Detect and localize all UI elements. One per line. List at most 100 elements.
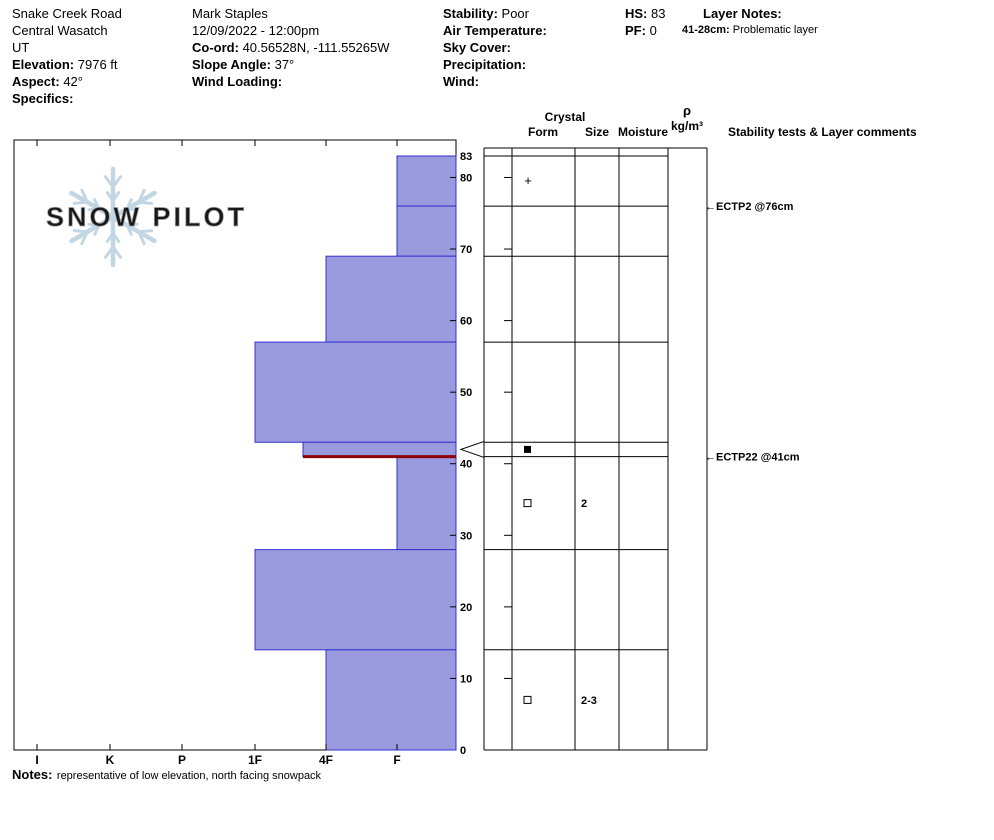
snowflake-icon [125,223,133,236]
totals-block: HS: 83 PF: 0 [625,5,665,39]
aspect-value: 42° [63,74,83,89]
snow-layer-bar-69-57 [325,255,457,343]
snow-layer-bar-83-76 [396,155,457,207]
stability-test-label: ←ECTP22 @41cm [705,452,800,464]
height-axis-label: 60 [460,316,472,328]
aspect-row: Aspect: 42° [12,73,122,90]
snow-layer-bar-28-14 [254,549,457,651]
sky-cover-label: Sky Cover: [443,40,511,55]
stability-value: Poor [501,6,529,21]
pf-label: PF: [625,23,646,38]
grain-form-symbol [523,695,532,704]
layer-notes-title: Layer Notes: [703,6,782,21]
coord-value: 40.56528N, -111.55265W [242,40,390,55]
hardness-axis-label: 4F [319,753,333,767]
coord-row: Co-ord: 40.56528N, -111.55265W [192,39,390,56]
grain-form-symbol [524,445,531,453]
snowflake-icon [137,200,154,205]
height-axis-label: 83 [460,151,472,163]
hs-label: HS: [625,6,648,21]
grain-form-symbol [523,499,532,508]
form-header: Form [528,125,558,139]
wind-row: Wind: [443,73,547,90]
moisture-header: Moisture [618,125,668,139]
stability-label: Stability: [443,6,498,21]
site-region: Central Wasatch [12,23,108,38]
crystal-header: Crystal [545,110,586,124]
hardness-axis-label: 1F [248,753,262,767]
observer-info-block: Mark Staples 12/09/2022 - 12:00pm Co-ord… [192,5,390,90]
slope-angle-value: 37° [274,57,295,72]
height-axis-label: 20 [460,602,472,614]
hs-row: HS: 83 [625,5,665,22]
elevation-row: Elevation: 7976 ft [12,56,122,73]
snow-layer-bar-41-28 [396,456,457,551]
snowflake-icon [111,231,121,243]
hs-value: 83 [651,6,666,21]
pf-value: 0 [649,23,657,38]
precipitation-row: Precipitation: [443,56,547,73]
site-name: Snake Creek Road [12,6,122,21]
tested-layer-marker [459,440,485,458]
height-axis-label: 80 [460,172,472,184]
snowflake-icon [137,229,154,234]
snowpilot-logo-text: SNOW PILOT [46,202,247,232]
snowflake-icon [105,231,115,243]
hardness-axis-label: P [178,753,186,767]
snowflake-icon [103,245,115,259]
layer-note-key: 41-28cm: [682,24,730,36]
grain-size-value: 2 [581,498,587,510]
snowpilot-logo: SNOW PILOT [46,166,247,268]
snowflake-icon [111,175,123,189]
stability-row: Stability: Poor [443,5,547,22]
snowflake-icon [69,214,116,244]
stability-test-label: ←ECTP2 @76cm [705,201,794,213]
snowflake-icon [125,198,133,211]
snowflake-icon [125,222,139,227]
notes-label: Notes: [12,767,53,782]
hardness-axis-label: I [35,753,38,767]
snowflake-icon [137,230,146,246]
wind-label: Wind: [443,74,479,89]
snowflake-icon [72,229,89,234]
air-temperature-row: Air Temperature: [443,22,547,39]
snow-layer-bar-43-41 [302,441,457,458]
conditions-block: Stability: Poor Air Temperature: Sky Cov… [443,5,547,90]
density-unit-header: kg/m³ [671,119,703,133]
sky-cover-row: Sky Cover: [443,39,547,56]
pf-row: PF: 0 [625,22,665,39]
observation-datetime: 12/09/2022 - 12:00pm [192,23,320,38]
snowflake-icon [111,245,123,259]
coord-label: Co-ord: [192,40,239,55]
height-axis-label: 70 [460,244,472,256]
specifics-label: Specifics: [12,91,74,106]
snowflake-icon [93,223,101,236]
layer-notes-block: Layer Notes: 41-28cm: Problematic layer [682,5,818,39]
snowflake-icon [110,214,157,244]
snowflake-icon [69,190,116,220]
notes-row: Notes: representative of low elevation, … [12,766,321,784]
wind-loading-row: Wind Loading: [192,73,390,90]
elevation-value: 7976 ft [77,57,118,72]
snowflake-icon [125,207,139,212]
height-axis-label: 0 [460,745,466,757]
grain-form-symbol: + [524,173,532,188]
site-state: UT [12,40,30,55]
stability-tests-header: Stability tests & Layer comments [728,125,917,139]
snowflake-icon [80,188,89,204]
snowflake-icon [72,200,89,205]
snow-layer-bar-14-0 [325,649,457,751]
height-axis-label: 10 [460,673,472,685]
height-axis-label: 40 [460,459,472,471]
specifics-row: Specifics: [12,90,122,107]
size-header: Size [585,125,609,139]
wind-loading-label: Wind Loading: [192,74,283,89]
height-axis-label: 50 [460,387,472,399]
slope-angle-row: Slope Angle: 37° [192,56,390,73]
site-info-block: Snake Creek Road Central Wasatch UT Elev… [12,5,122,107]
aspect-label: Aspect: [12,74,60,89]
hardness-axis-label: K [106,753,115,767]
snowflake-icon [105,191,115,203]
snow-layer-bar-57-43 [254,341,457,443]
